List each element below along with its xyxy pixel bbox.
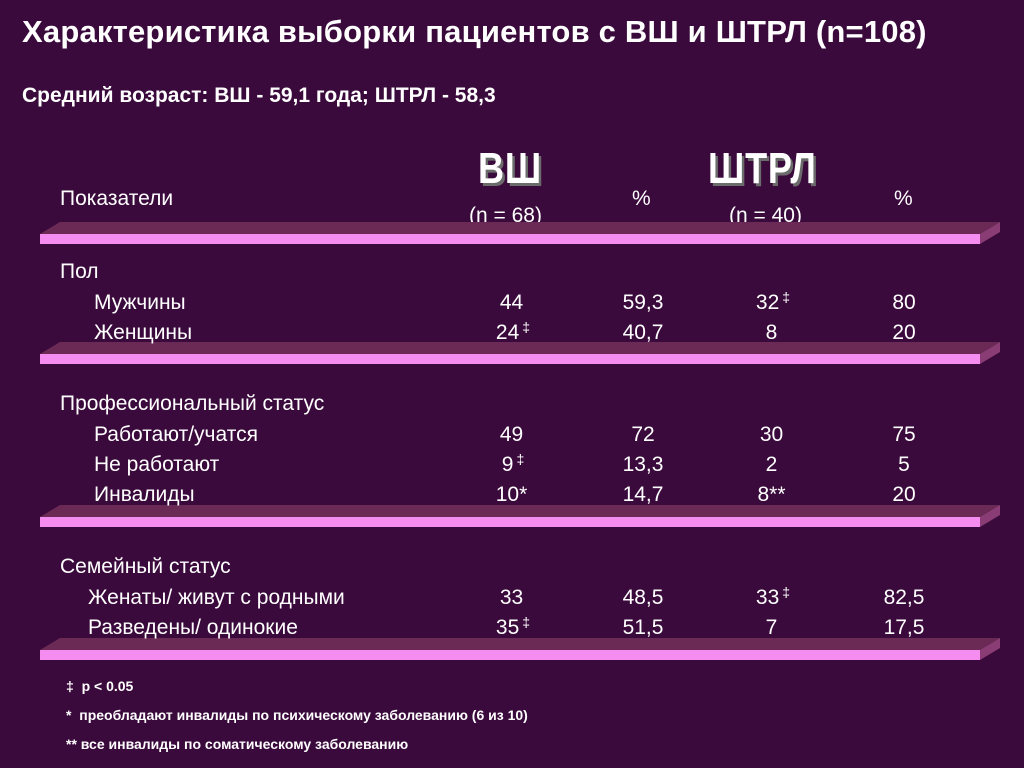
section-title-family: Семейный статус [60, 555, 231, 578]
separator-bar [40, 638, 1000, 660]
group1-n: (n = 68) [469, 204, 542, 227]
g1-pct: 48,5 [622, 586, 664, 609]
group2-n: (n = 40) [729, 204, 802, 227]
footnote: ‡ р < 0.05 [66, 678, 133, 694]
footnote-text: р < 0.05 [81, 678, 134, 694]
section-title-sex: Пол [60, 260, 99, 283]
footnote-mark: ** [66, 736, 77, 752]
g1-pct: 72 [631, 423, 655, 446]
section-title-professional: Профессиональный статус [60, 392, 325, 415]
separator-bar [40, 505, 1000, 527]
g2-value: 8** [757, 483, 786, 506]
significance-mark: ‡ [522, 319, 531, 335]
row-label: Инвалиды [94, 483, 195, 506]
g1-value: 49 [499, 423, 524, 446]
significance-mark: ‡ [782, 289, 791, 305]
row-label: Не работают [94, 453, 220, 476]
g2-pct: 20 [892, 483, 916, 506]
g1-pct: 59,3 [622, 291, 664, 314]
row-label: Работают/учатся [94, 423, 258, 446]
g2-value: 8 [765, 321, 778, 344]
g1-value: 33 [499, 586, 524, 609]
group1-pct-header: % [632, 187, 651, 210]
g1-value: 44 [499, 291, 524, 314]
g2-pct: 20 [892, 321, 916, 344]
significance-mark: ‡ [522, 614, 531, 630]
group2-pct-header: % [894, 187, 913, 210]
g2-value: 2 [765, 453, 778, 476]
g2-pct: 82,5 [883, 586, 925, 609]
group1-name: ВШ [478, 144, 542, 193]
g2-pct: 5 [898, 453, 910, 476]
g2-pct: 17,5 [883, 616, 925, 639]
g1-pct: 14,7 [622, 483, 664, 506]
footnote-mark: ‡ [66, 678, 74, 694]
significance-mark: ‡ [516, 451, 525, 467]
group2-name: ШТРЛ [708, 144, 817, 193]
separator-bar [40, 222, 1000, 244]
slide-title: Характеристика выборки пациентов с ВШ и … [22, 14, 927, 49]
significance-mark: ‡ [782, 584, 791, 600]
footnote: ** все инвалиды по соматическому заболев… [66, 736, 408, 752]
g1-pct: 51,5 [622, 616, 664, 639]
row-label: Женаты/ живут с родными [88, 586, 345, 609]
g1-pct: 40,7 [622, 321, 664, 344]
g1-value: 9 ‡ [501, 451, 525, 476]
footnote-text: преобладают инвалиды по психическому заб… [79, 707, 528, 723]
g2-value: 7 [765, 616, 778, 639]
row-label: Разведены/ одинокие [88, 616, 298, 639]
row-label: Женщины [94, 321, 193, 344]
indicator-header: Показатели [60, 187, 174, 210]
slide-subtitle: Средний возраст: ВШ - 59,1 года; ШТРЛ - … [22, 84, 496, 107]
footnote-mark: * [66, 707, 72, 723]
g2-value: 33 ‡ [755, 584, 791, 609]
footnote-text: все инвалиды по соматическому заболевани… [80, 736, 409, 752]
g2-value: 32 ‡ [755, 289, 791, 314]
g1-value: 10* [495, 483, 528, 506]
g1-value: 24 ‡ [495, 319, 531, 344]
g1-value: 35 ‡ [495, 614, 531, 639]
footnote: * преобладают инвалиды по психическому з… [66, 707, 528, 723]
g2-pct: 75 [892, 423, 916, 446]
row-label: Мужчины [94, 291, 186, 314]
g2-pct: 80 [892, 291, 916, 314]
g2-value: 30 [759, 423, 784, 446]
separator-bar [40, 342, 1000, 364]
g1-pct: 13,3 [622, 453, 664, 476]
